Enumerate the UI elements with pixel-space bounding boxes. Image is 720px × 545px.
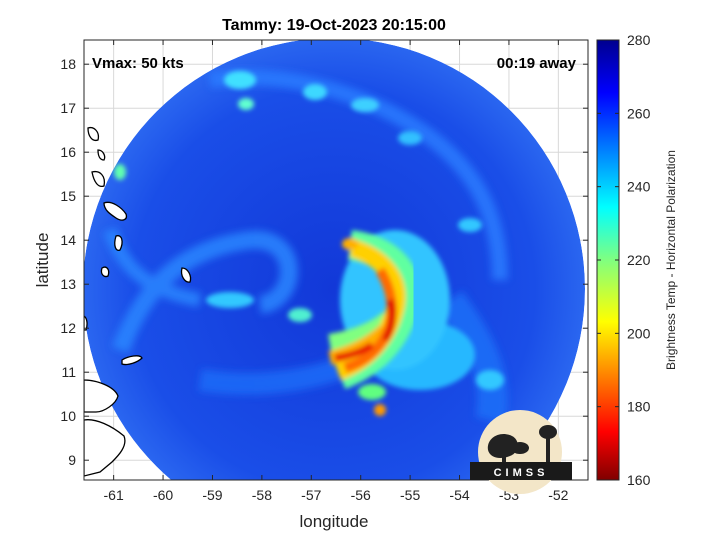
x-tick-label: -56 [351,487,371,503]
x-tick-label: -59 [202,487,222,503]
x-tick-label: -52 [548,487,568,503]
logo-tower-icon [546,436,550,466]
x-tick-label: -58 [252,487,272,503]
colorbar-tick-label: 240 [627,179,651,195]
time-away-annotation: 00:19 away [497,55,577,72]
eyewall-band [328,230,421,416]
y-tick-label: 14 [60,232,76,248]
logo-tower-tank [539,425,557,439]
x-axis-label: longitude [299,512,368,531]
cimss-logo: CIMSS [470,410,572,494]
x-tick-label: -57 [301,487,321,503]
y-tick-label: 17 [60,100,76,116]
y-tick-label: 13 [60,276,76,292]
y-tick-label: 12 [60,320,76,336]
vmax-annotation: Vmax: 50 kts [92,55,184,72]
colorbar-tick-label: 160 [627,472,651,488]
colorbar-ticks: 160 180 200 220 240 260 280 [597,32,651,488]
y-tick-label: 16 [60,144,76,160]
plot-border [83,39,589,481]
x-tick-label: -55 [400,487,420,503]
logo-dish-small [511,442,529,454]
y-axis: 9 10 11 12 13 14 15 16 17 18 [60,56,588,468]
x-tick-label: -54 [449,487,469,503]
logo-dish-stand [502,452,506,466]
y-tick-label: 18 [60,56,76,72]
colorbar-tick-label: 220 [627,252,651,268]
colorbar-tick-label: 280 [627,32,651,48]
coastlines [84,126,192,477]
y-axis-label: latitude [33,233,52,288]
colorbar-tick-label: 260 [627,105,651,121]
swath [84,40,585,480]
y-tick-label: 15 [60,188,76,204]
y-tick-label: 10 [60,408,76,424]
plot-area: -61 -60 -59 -58 -57 -56 -55 -54 -53 -52 910111213… [60,39,589,503]
x-tick-label: -61 [104,487,124,503]
logo-dish-icon [487,433,518,458]
logo-text: CIMSS [494,467,549,479]
colorbar-tick-label: 200 [627,325,651,341]
chart-title: Tammy: 19-Oct-2023 20:15:00 [222,17,446,34]
logo-base [470,462,572,480]
colorbar: 160 180 200 220 240 260 280 Brightness Temp - … [596,32,678,488]
colorbar-label: Brightness Temp - Horizontal Polarizatio… [664,150,678,370]
y-tick-label: 9 [68,452,76,468]
x-tick-label: -60 [153,487,173,503]
y-tick-label: 11 [61,364,76,380]
colorbar-tick-label: 180 [627,399,651,415]
